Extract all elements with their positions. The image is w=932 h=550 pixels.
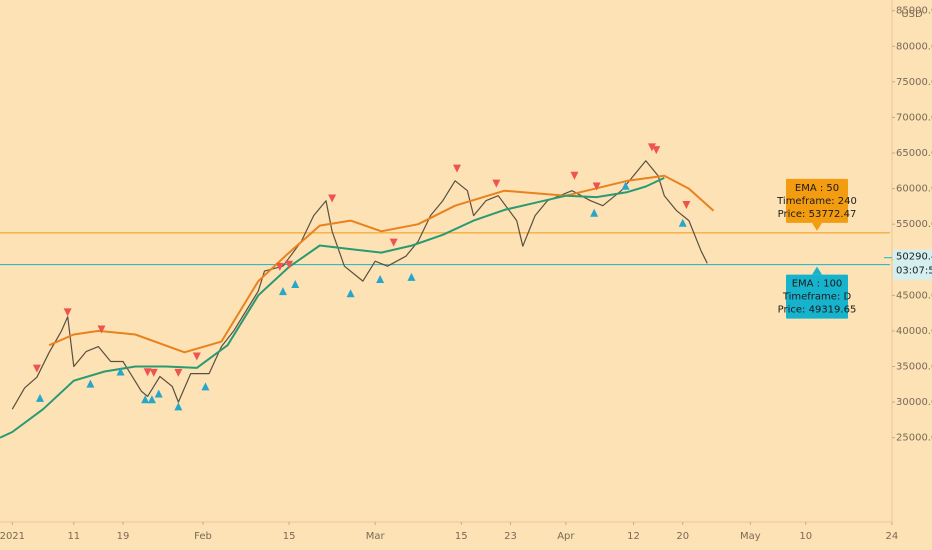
signal-marker: [35, 393, 44, 402]
y-tick-label: 55000.00: [896, 219, 932, 230]
x-tick-label: 15: [455, 531, 468, 542]
level-box: [786, 274, 848, 319]
level-box-text: Price: 49319.65: [778, 305, 857, 316]
signal-marker: [346, 289, 355, 298]
series-line: [11, 160, 708, 410]
level-box-pointer: [812, 222, 822, 231]
currency-label: USD: [901, 9, 923, 20]
x-tick-label: 19: [117, 531, 130, 542]
signal-marker: [621, 181, 630, 190]
series-line: [0, 176, 665, 439]
signal-marker: [407, 272, 416, 281]
signal-marker: [652, 146, 661, 155]
x-tick-label: Mar: [366, 531, 386, 542]
signal-marker: [97, 325, 106, 334]
x-tick-label: 15: [283, 531, 296, 542]
signal-marker: [192, 352, 201, 361]
level-box-pointer: [812, 266, 822, 275]
x-tick-label: 11: [67, 531, 80, 542]
signal-marker: [174, 402, 183, 411]
x-tick-label: May: [740, 531, 761, 542]
signal-marker: [570, 171, 579, 180]
signal-marker: [116, 367, 125, 376]
level-box: [786, 178, 848, 223]
y-tick-label: 30000.00: [896, 397, 932, 408]
signal-marker: [154, 389, 163, 398]
signal-marker: [143, 368, 152, 377]
x-tick-label: 23: [504, 531, 517, 542]
x-tick-label: 2021: [0, 531, 25, 542]
signal-marker: [376, 274, 385, 283]
level-box-text: Timeframe: 240: [776, 196, 857, 207]
y-tick-label: 70000.00: [896, 112, 932, 123]
signal-marker: [682, 200, 691, 209]
signal-marker: [328, 194, 337, 203]
y-tick-label: 85000.00: [896, 6, 932, 17]
signal-marker: [174, 368, 183, 377]
signal-marker: [592, 182, 601, 191]
signal-marker: [147, 395, 156, 404]
x-tick-label: 10: [799, 531, 812, 542]
signal-marker: [492, 179, 501, 188]
x-tick-label: 20: [676, 531, 689, 542]
signal-marker: [278, 287, 287, 296]
signal-marker: [285, 260, 294, 269]
x-tick-label: Apr: [557, 531, 575, 542]
signal-marker: [678, 218, 687, 227]
y-tick-label: 45000.00: [896, 290, 932, 301]
signal-marker: [86, 379, 95, 388]
signal-marker: [141, 395, 150, 404]
last-price-label: 50290.42: [896, 252, 932, 263]
countdown-label: 03:07:56: [896, 266, 932, 277]
y-tick-label: 60000.00: [896, 184, 932, 195]
y-tick-label: 65000.00: [896, 148, 932, 159]
signal-marker: [590, 208, 599, 217]
signal-marker: [389, 238, 398, 247]
x-tick-label: 12: [627, 531, 640, 542]
signal-marker: [452, 164, 461, 173]
level-box-text: Timeframe: D: [782, 292, 852, 303]
x-tick-label: 24: [885, 531, 898, 542]
level-box-text: Price: 53772.47: [778, 209, 857, 220]
signal-marker: [647, 143, 656, 152]
signal-marker: [275, 262, 284, 271]
x-tick-label: Feb: [194, 531, 212, 542]
signal-marker: [63, 308, 72, 317]
last-price-box: [893, 249, 932, 280]
series-line: [48, 174, 715, 354]
level-box-text: EMA : 100: [792, 279, 843, 290]
signal-marker: [201, 382, 210, 391]
y-tick-label: 35000.00: [896, 362, 932, 373]
signal-marker: [149, 368, 158, 377]
y-tick-label: 75000.00: [896, 77, 932, 88]
y-tick-label: 40000.00: [896, 326, 932, 337]
y-tick-label: 80000.00: [896, 41, 932, 52]
signal-marker: [32, 364, 41, 373]
signal-marker: [291, 279, 300, 288]
level-box-text: EMA : 50: [795, 183, 839, 194]
y-tick-label: 25000.00: [896, 433, 932, 444]
